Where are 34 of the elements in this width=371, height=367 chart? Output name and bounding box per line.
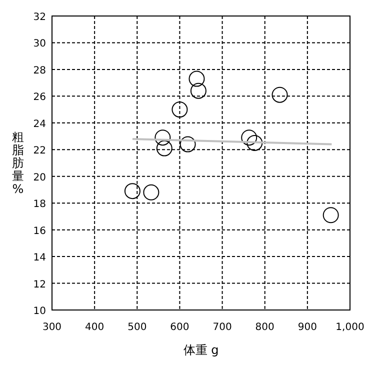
y-tick-label: 32 bbox=[33, 12, 46, 23]
x-tick-label: 600 bbox=[170, 322, 190, 333]
y-tick-label: 24 bbox=[33, 118, 46, 130]
y-tick-label: 10 bbox=[33, 306, 46, 317]
point bbox=[188, 70, 205, 87]
point bbox=[322, 207, 339, 224]
y-tick-label: 18 bbox=[33, 199, 46, 210]
point bbox=[124, 183, 140, 200]
y-axis-title: 粗脂肪量% bbox=[12, 130, 24, 196]
x-tick-label: 800 bbox=[255, 322, 274, 333]
x-tick-label: 700 bbox=[212, 322, 232, 333]
point bbox=[143, 184, 160, 200]
point bbox=[241, 130, 258, 146]
x-tick-label: 1,000 bbox=[336, 322, 364, 333]
y-tick-label: 22 bbox=[33, 146, 46, 157]
y-tick-label: 26 bbox=[33, 92, 46, 104]
x-axis-title: 体重 g bbox=[183, 343, 219, 357]
y-tick-label: 16 bbox=[33, 226, 46, 237]
y-tick-label: 28 bbox=[33, 65, 46, 76]
y-tick-label: 20 bbox=[33, 172, 46, 184]
x-tick-label: 900 bbox=[298, 322, 317, 333]
point bbox=[172, 102, 188, 118]
point bbox=[246, 134, 263, 151]
y-tick-label: 14 bbox=[33, 252, 46, 264]
point bbox=[190, 82, 206, 99]
x-tick-label: 500 bbox=[128, 322, 147, 333]
y-tick-label: 30 bbox=[33, 38, 46, 50]
point bbox=[180, 136, 196, 152]
x-tick-label: 400 bbox=[85, 322, 104, 333]
point bbox=[154, 130, 171, 146]
point bbox=[156, 140, 172, 156]
point bbox=[272, 86, 288, 103]
x-tick-label: 300 bbox=[42, 322, 62, 333]
y-tick-label: 12 bbox=[33, 279, 46, 290]
